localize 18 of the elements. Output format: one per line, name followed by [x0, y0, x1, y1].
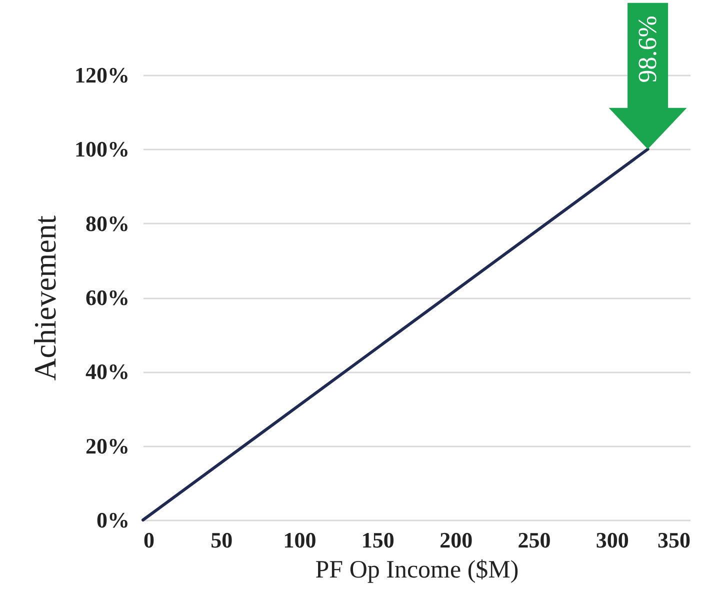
y-tick-label: 20%	[86, 433, 130, 458]
x-tick-label: 100	[283, 528, 316, 552]
y-tick-label: 0%	[96, 508, 130, 532]
x-tick-label: 50	[210, 528, 233, 552]
y-tick-label: 80%	[86, 210, 130, 236]
y-tick-label: 60%	[86, 285, 130, 310]
x-tick-label: 150	[361, 528, 394, 552]
x-tick-label: 200	[440, 528, 473, 552]
x-tick-label: 0	[144, 528, 154, 552]
y-tick-label: 40%	[86, 359, 130, 384]
y-axis-title: Achievement	[28, 214, 62, 381]
x-tick-label: 300	[596, 528, 629, 552]
x-tick-label: 250	[518, 528, 551, 552]
x-axis-title: PF Op Income ($M)	[315, 556, 519, 584]
x-tick-label: 350	[658, 528, 690, 552]
annotation: 98.6%	[632, 16, 662, 83]
y-tick-label: 100%	[74, 136, 130, 162]
y-tick-label: 120%	[74, 62, 130, 88]
